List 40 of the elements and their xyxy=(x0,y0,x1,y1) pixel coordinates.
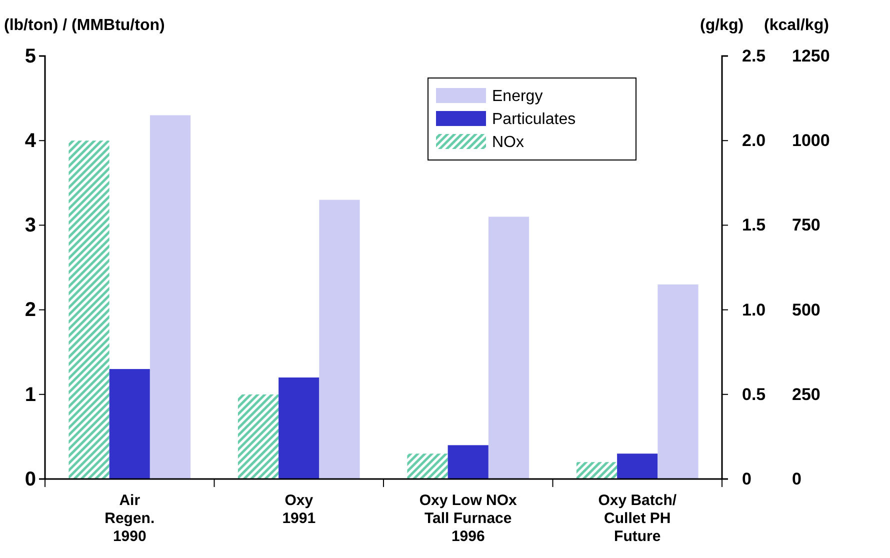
y-tick-label: 4 xyxy=(24,130,37,152)
x-tick-label: Oxy 1991 xyxy=(282,492,316,527)
y2-tick-label: 1.0 xyxy=(742,300,766,320)
bar xyxy=(238,394,279,479)
y3-tick-label: 750 xyxy=(792,216,820,235)
bar xyxy=(448,445,488,479)
legend-label: Particulates xyxy=(492,111,576,128)
y2-axis-title: (g/kg) xyxy=(700,17,744,34)
bar xyxy=(278,377,320,479)
y-tick-label: 3 xyxy=(24,214,36,237)
y3-tick-label: 500 xyxy=(792,300,820,320)
y-axis-title: (lb/ton) / (MMBtu/ton) xyxy=(4,17,165,34)
bar xyxy=(68,140,110,479)
y-tick-label: 1 xyxy=(24,384,36,406)
legend-label: Energy xyxy=(492,88,543,105)
y-tick-label: 0 xyxy=(24,468,36,490)
y3-tick-label: 1000 xyxy=(792,131,830,150)
y-tick-label: 2 xyxy=(24,299,36,322)
y-tick-label: 5 xyxy=(24,45,36,68)
bar xyxy=(109,369,150,479)
bar xyxy=(658,284,698,479)
y3-axis-title: (kcal/kg) xyxy=(764,17,829,34)
x-tick-label: Oxy Low NOx Tall Furnace 1996 xyxy=(419,492,518,545)
bar xyxy=(576,462,618,479)
y2-tick-label: 2.0 xyxy=(742,131,766,150)
bar xyxy=(319,200,360,479)
y3-tick-label: 250 xyxy=(792,384,820,404)
y2-tick-label: 0 xyxy=(742,469,752,488)
bar xyxy=(488,216,530,479)
bar xyxy=(617,454,658,479)
y2-tick-label: 1.5 xyxy=(742,216,766,235)
bar xyxy=(407,454,448,479)
y3-tick-label: 1250 xyxy=(792,46,830,66)
x-tick-label: Oxy Batch/ Cullet PH Future xyxy=(598,492,678,545)
y3-tick-label: 0 xyxy=(792,469,802,488)
bar xyxy=(150,115,191,479)
x-tick-label: Air Regen. 1990 xyxy=(104,492,155,545)
y2-tick-label: 2.5 xyxy=(742,46,766,66)
legend-label: NOx xyxy=(492,134,524,151)
y2-tick-label: 0.5 xyxy=(742,384,766,404)
